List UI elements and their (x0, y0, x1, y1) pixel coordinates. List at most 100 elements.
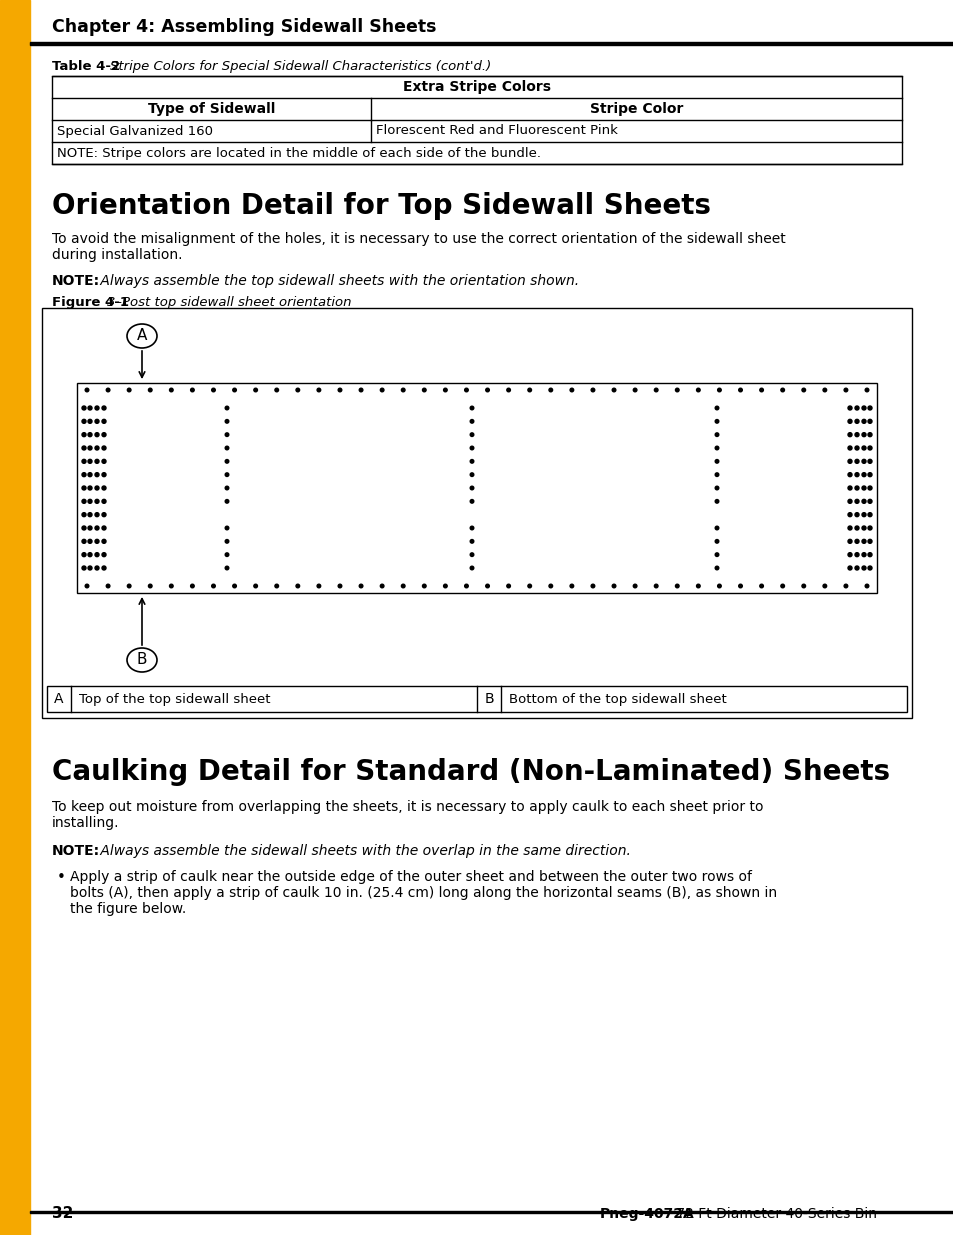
Circle shape (170, 388, 172, 391)
Text: Always assemble the top sidewall sheets with the orientation shown.: Always assemble the top sidewall sheets … (96, 274, 578, 288)
Ellipse shape (127, 648, 157, 672)
Circle shape (867, 406, 871, 410)
Circle shape (82, 406, 86, 410)
Circle shape (847, 432, 851, 437)
Circle shape (715, 526, 718, 530)
Circle shape (867, 540, 871, 543)
Bar (42, 308, 911, 718)
Circle shape (95, 526, 99, 530)
Circle shape (654, 388, 658, 391)
Circle shape (88, 526, 91, 530)
Circle shape (854, 446, 858, 450)
Text: Top of the top sidewall sheet: Top of the top sidewall sheet (79, 693, 271, 705)
Circle shape (88, 446, 91, 450)
Circle shape (128, 388, 131, 391)
Circle shape (862, 446, 865, 450)
Circle shape (867, 432, 871, 437)
Bar (52, 77, 901, 164)
Circle shape (253, 388, 257, 391)
Circle shape (274, 584, 278, 588)
Circle shape (470, 459, 474, 463)
Circle shape (225, 526, 229, 530)
Circle shape (82, 553, 86, 557)
Circle shape (88, 499, 91, 504)
Circle shape (225, 406, 229, 410)
Circle shape (867, 473, 871, 477)
Circle shape (295, 584, 299, 588)
Circle shape (696, 388, 700, 391)
Circle shape (781, 388, 783, 391)
Circle shape (95, 473, 99, 477)
Circle shape (316, 584, 320, 588)
Bar (30, 42, 953, 44)
Circle shape (506, 584, 510, 588)
Circle shape (867, 459, 871, 463)
Circle shape (696, 584, 700, 588)
Circle shape (854, 432, 858, 437)
Circle shape (781, 584, 783, 588)
Circle shape (570, 584, 573, 588)
Text: Orientation Detail for Top Sidewall Sheets: Orientation Detail for Top Sidewall Shee… (52, 191, 710, 220)
Text: Caulking Detail for Standard (Non-Laminated) Sheets: Caulking Detail for Standard (Non-Lamina… (52, 758, 889, 785)
Circle shape (225, 459, 229, 463)
Circle shape (862, 459, 865, 463)
Circle shape (847, 526, 851, 530)
Circle shape (470, 446, 474, 450)
Text: during installation.: during installation. (52, 248, 182, 262)
Circle shape (715, 420, 718, 424)
Circle shape (854, 526, 858, 530)
Circle shape (443, 584, 447, 588)
Circle shape (847, 487, 851, 490)
Circle shape (464, 584, 468, 588)
Circle shape (485, 584, 489, 588)
Circle shape (862, 513, 865, 516)
Ellipse shape (127, 324, 157, 348)
Circle shape (591, 388, 594, 391)
Text: •: • (57, 869, 66, 885)
Circle shape (867, 446, 871, 450)
Circle shape (82, 432, 86, 437)
Circle shape (82, 499, 86, 504)
Circle shape (847, 540, 851, 543)
Circle shape (82, 566, 86, 571)
Circle shape (85, 388, 89, 391)
Circle shape (380, 388, 383, 391)
Circle shape (225, 566, 229, 569)
Circle shape (102, 473, 106, 477)
Circle shape (847, 406, 851, 410)
Circle shape (88, 553, 91, 557)
Circle shape (102, 459, 106, 463)
Circle shape (212, 388, 215, 391)
Circle shape (102, 487, 106, 490)
Circle shape (715, 406, 718, 410)
Text: the figure below.: the figure below. (70, 902, 186, 916)
Circle shape (233, 388, 236, 391)
Circle shape (82, 513, 86, 516)
Circle shape (316, 388, 320, 391)
Circle shape (295, 388, 299, 391)
Circle shape (862, 566, 865, 571)
Circle shape (862, 432, 865, 437)
Circle shape (854, 499, 858, 504)
Circle shape (867, 499, 871, 504)
Circle shape (470, 487, 474, 490)
Circle shape (715, 566, 718, 569)
Circle shape (867, 420, 871, 424)
Circle shape (715, 473, 718, 477)
Circle shape (401, 584, 405, 588)
Text: To avoid the misalignment of the holes, it is necessary to use the correct orien: To avoid the misalignment of the holes, … (52, 232, 785, 246)
Circle shape (738, 388, 741, 391)
Circle shape (854, 420, 858, 424)
Circle shape (88, 473, 91, 477)
Circle shape (470, 432, 474, 436)
Circle shape (715, 499, 718, 503)
Circle shape (854, 473, 858, 477)
Bar (77, 383, 876, 593)
Circle shape (717, 584, 720, 588)
Circle shape (102, 566, 106, 571)
Circle shape (470, 499, 474, 503)
Circle shape (527, 388, 531, 391)
Text: Type of Sidewall: Type of Sidewall (148, 103, 274, 116)
Circle shape (102, 420, 106, 424)
Circle shape (225, 473, 229, 477)
